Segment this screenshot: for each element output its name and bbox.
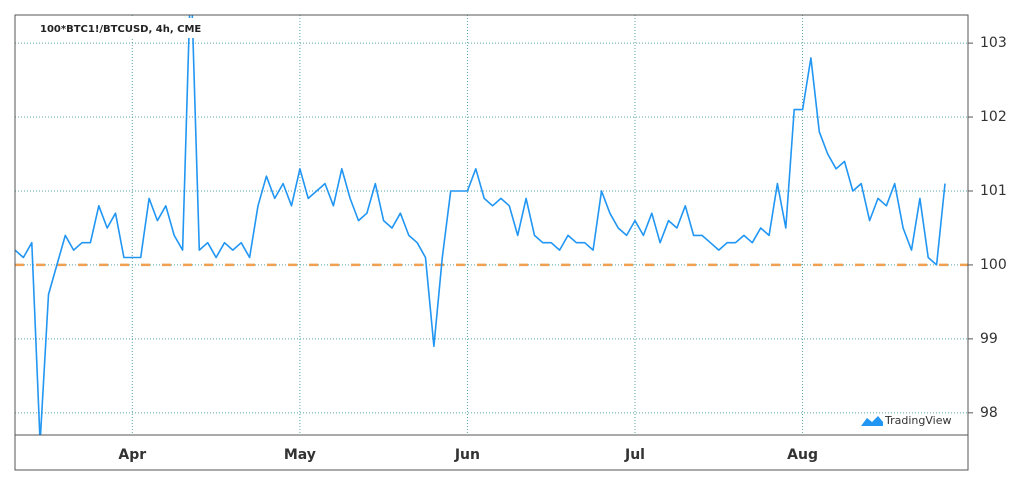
chart-title: 100*BTC1!/BTCUSD, 4h, CME — [40, 24, 201, 35]
watermark-logo — [861, 416, 883, 426]
y-tick-label: 98 — [980, 405, 998, 421]
y-tick-label: 99 — [980, 331, 998, 347]
title-bg — [18, 18, 196, 38]
price-line — [15, 15, 946, 435]
x-tick-label: May — [284, 447, 316, 463]
y-tick-label: 103 — [980, 35, 1007, 51]
y-tick-label: 100 — [980, 257, 1007, 273]
y-tick-label: 102 — [980, 109, 1007, 125]
frame — [14, 14, 969, 471]
x-tick-label: Jun — [454, 447, 480, 463]
x-tick-label: Jul — [624, 447, 645, 463]
watermark: TradingView — [884, 414, 951, 427]
x-tick-label: Apr — [118, 447, 146, 463]
x-tick-label: Aug — [787, 447, 818, 463]
y-tick-label: 101 — [980, 183, 1007, 199]
